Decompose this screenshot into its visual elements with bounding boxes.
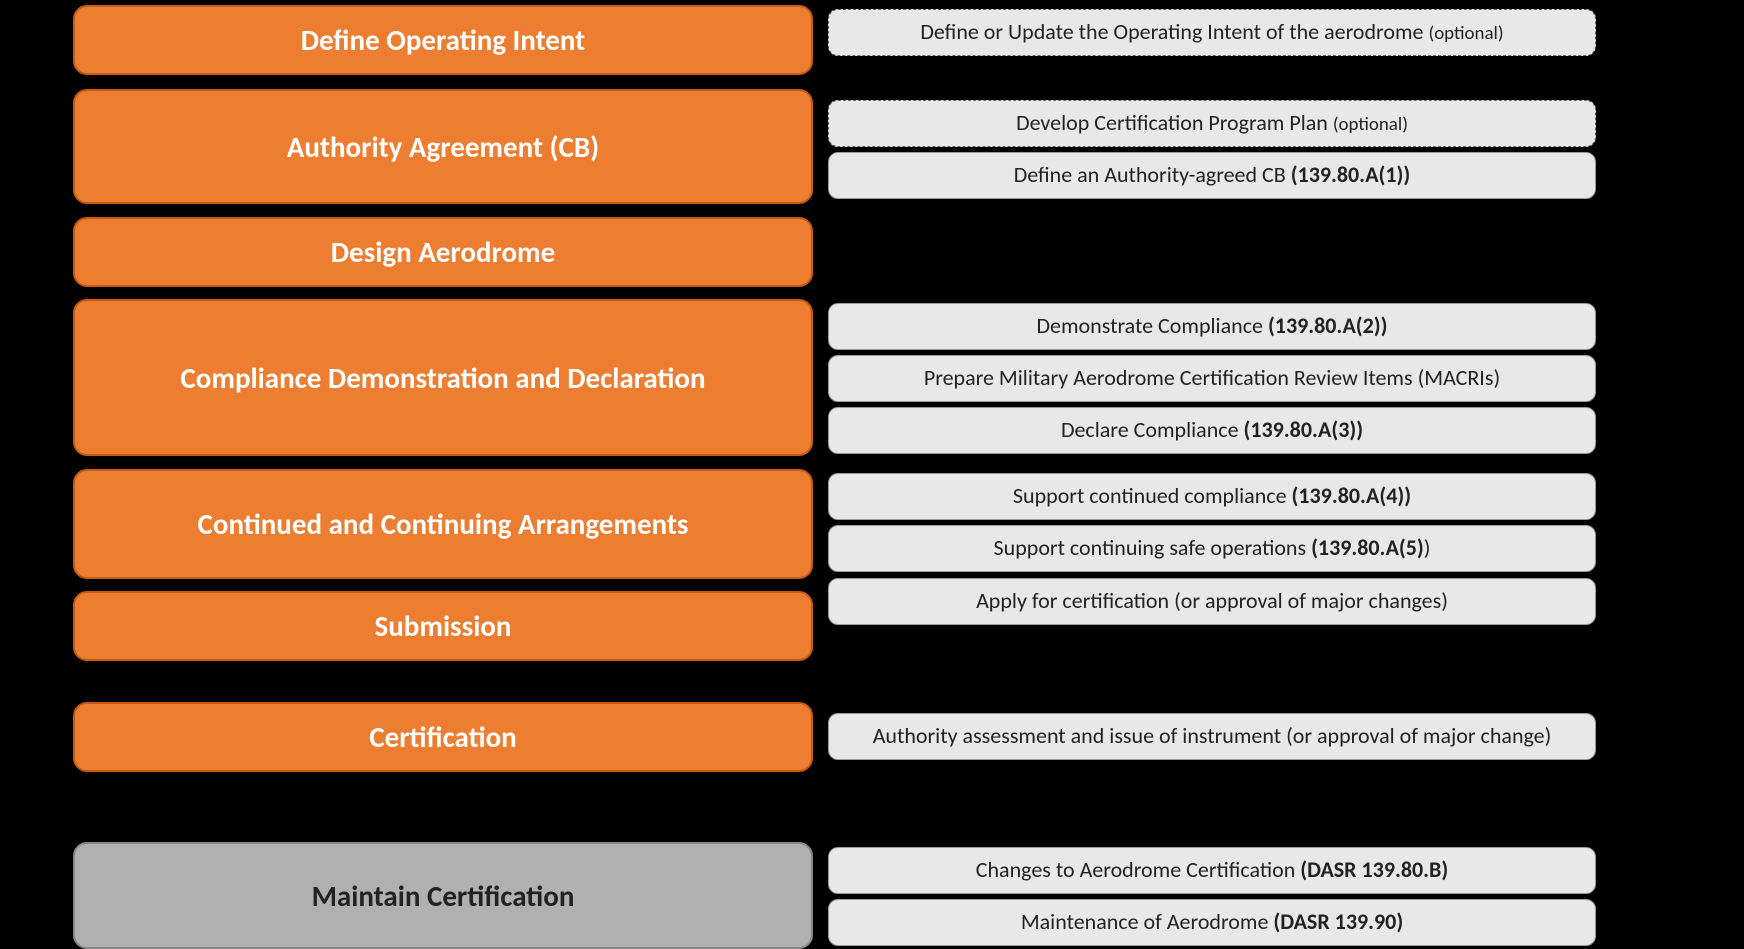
stage-submission: Submission (73, 591, 813, 661)
stage-define-operating-intent: Define Operating Intent (73, 5, 813, 75)
detail-segment: ) (1424, 534, 1431, 561)
detail-segment: (139.80.A(4)) (1292, 482, 1412, 509)
detail-segment: (139.80.A(1)) (1291, 161, 1411, 188)
detail-text: Define or Update the Operating Intent of… (920, 19, 1503, 46)
detail-segment: Develop Certification Program Plan (1016, 109, 1333, 136)
detail-text: Apply for certification (or approval of … (976, 588, 1448, 614)
detail-segment: Declare Compliance (1061, 416, 1244, 443)
detail-text: Changes to Aerodrome Certification (DASR… (976, 857, 1448, 883)
detail-segment: (139.80.A(3)) (1244, 416, 1364, 443)
detail-segment: Apply for certification (or approval of … (976, 587, 1448, 614)
detail-text: Authority assessment and issue of instru… (873, 723, 1552, 749)
stage-authority-agreement: Authority Agreement (CB) (73, 89, 813, 204)
diagram-canvas: Define Operating Intent Authority Agreeme… (0, 0, 1744, 949)
stage-label: Submission (375, 608, 512, 644)
detail-text: Develop Certification Program Plan (opti… (1016, 110, 1408, 137)
detail-segment: Demonstrate Compliance (1037, 312, 1268, 339)
stage-design-aerodrome: Design Aerodrome (73, 217, 813, 287)
detail-segment: (optional) (1428, 22, 1503, 45)
detail-segment: (139.80.A(5) (1311, 534, 1424, 561)
stage-label: Design Aerodrome (331, 234, 555, 270)
stage-maintain-certification: Maintain Certification (73, 842, 813, 949)
detail-segment: Define or Update the Operating Intent of… (920, 18, 1428, 45)
detail-declare-compliance: Declare Compliance (139.80.A(3)) (828, 407, 1596, 454)
detail-cert-program-plan: Develop Certification Program Plan (opti… (828, 100, 1596, 147)
detail-segment: Prepare Military Aerodrome Certification… (924, 364, 1500, 391)
detail-segment: Authority assessment and issue of instru… (873, 722, 1552, 749)
stage-label: Compliance Demonstration and Declaration (180, 360, 705, 396)
detail-authority-agreed-cb: Define an Authority-agreed CB (139.80.A(… (828, 152, 1596, 199)
detail-segment: (DASR 139.90) (1273, 908, 1403, 935)
detail-segment: (139.80.A(2)) (1268, 312, 1388, 339)
detail-segment: Support continued compliance (1013, 482, 1292, 509)
stage-label: Certification (369, 719, 516, 755)
detail-text: Support continued compliance (139.80.A(4… (1013, 483, 1411, 509)
detail-continuing-safe-ops: Support continuing safe operations (139.… (828, 525, 1596, 572)
detail-text: Support continuing safe operations (139.… (994, 535, 1431, 561)
detail-segment: Define an Authority-agreed CB (1014, 161, 1291, 188)
detail-segment: Changes to Aerodrome Certification (976, 856, 1300, 883)
detail-authority-assessment: Authority assessment and issue of instru… (828, 713, 1596, 760)
stage-continued-continuing: Continued and Continuing Arrangements (73, 469, 813, 579)
detail-segment: (optional) (1333, 113, 1408, 136)
detail-operating-intent-note: Define or Update the Operating Intent of… (828, 9, 1596, 56)
detail-text: Maintenance of Aerodrome (DASR 139.90) (1021, 909, 1403, 935)
detail-segment: Maintenance of Aerodrome (1021, 908, 1274, 935)
detail-segment: Support continuing safe operations (994, 534, 1312, 561)
stage-label: Maintain Certification (312, 878, 575, 914)
detail-text: Prepare Military Aerodrome Certification… (924, 365, 1500, 391)
detail-text: Declare Compliance (139.80.A(3)) (1061, 417, 1363, 443)
detail-segment: (DASR 139.80.B) (1300, 856, 1448, 883)
detail-macris: Prepare Military Aerodrome Certification… (828, 355, 1596, 402)
stage-label: Define Operating Intent (301, 22, 585, 58)
detail-apply-certification: Apply for certification (or approval of … (828, 578, 1596, 625)
stage-label: Continued and Continuing Arrangements (198, 506, 689, 542)
stage-compliance-demonstration: Compliance Demonstration and Declaration (73, 299, 813, 456)
stage-certification: Certification (73, 702, 813, 772)
detail-maintenance-aerodrome: Maintenance of Aerodrome (DASR 139.90) (828, 899, 1596, 946)
detail-text: Demonstrate Compliance (139.80.A(2)) (1037, 313, 1388, 339)
detail-text: Define an Authority-agreed CB (139.80.A(… (1014, 162, 1411, 188)
stage-label: Authority Agreement (CB) (287, 129, 599, 165)
detail-changes-cert: Changes to Aerodrome Certification (DASR… (828, 847, 1596, 894)
detail-demonstrate-compliance: Demonstrate Compliance (139.80.A(2)) (828, 303, 1596, 350)
detail-continued-compliance: Support continued compliance (139.80.A(4… (828, 473, 1596, 520)
